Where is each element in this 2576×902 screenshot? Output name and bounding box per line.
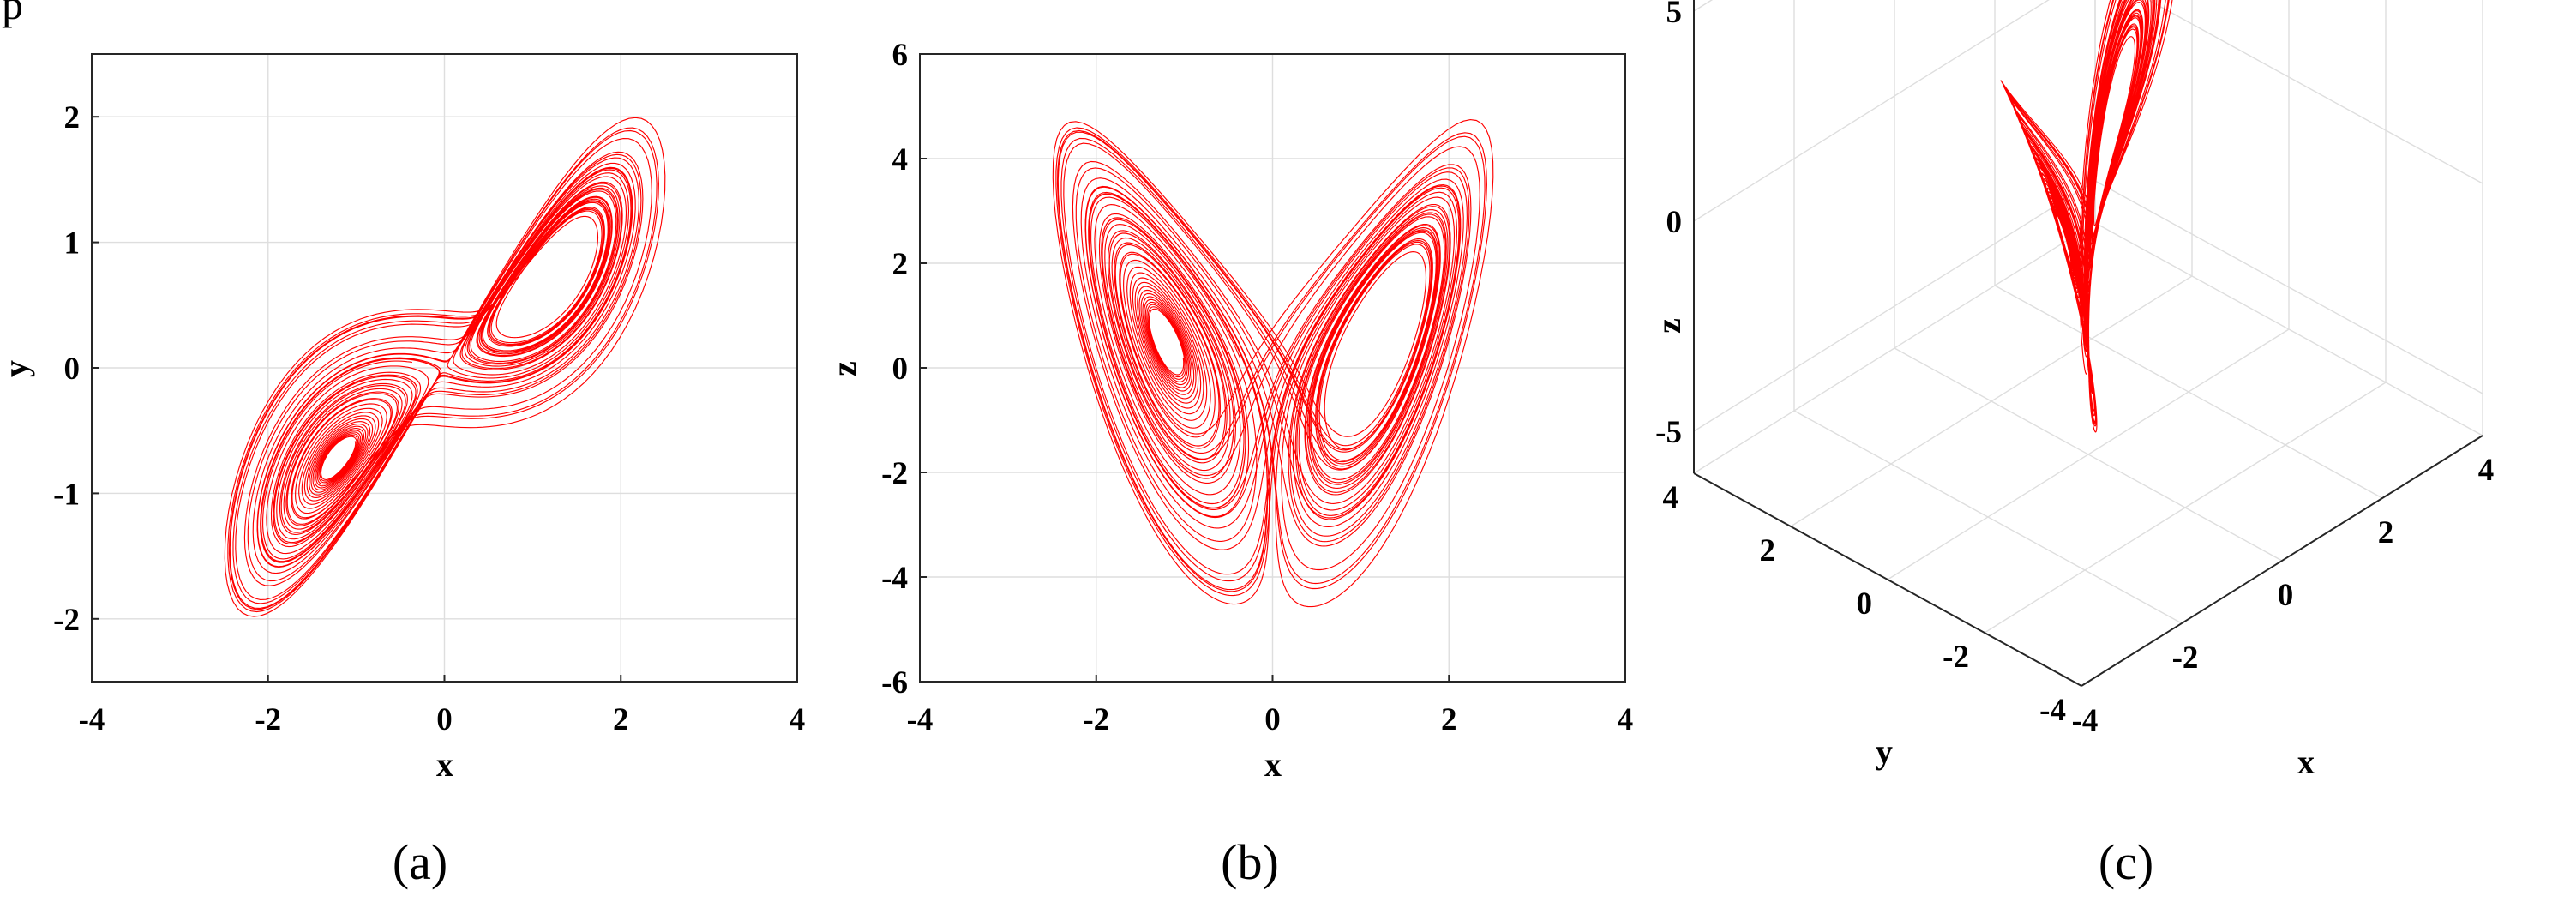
y-tick-label: 2 [64, 100, 81, 135]
panel-b-ylabel: z [825, 361, 863, 376]
y-tick-label: -2 [881, 456, 908, 491]
y-tick-label: -2 [1943, 640, 1969, 675]
panel-b-xlabel: x [1264, 745, 1282, 784]
x-tick-label: -4 [2072, 703, 2099, 738]
floor-grid-y [1790, 275, 2193, 527]
panel-b-caption: (b) [1221, 834, 1279, 890]
z-tick-label: 5 [1666, 0, 1683, 30]
y-tick-label: -2 [53, 603, 80, 638]
y-tick-label: -1 [53, 477, 80, 512]
x-tick-label: 0 [1264, 702, 1281, 737]
x-tick-label: -2 [2172, 640, 2199, 676]
panel-b-grid [919, 53, 1626, 683]
y-tick-label: 4 [1663, 480, 1679, 515]
x-tick-label: 2 [2378, 515, 2394, 550]
panel-a-ylabel: y [0, 360, 35, 377]
y-tick-label: -4 [881, 561, 908, 596]
panel-a: -4 -2 0 2 4 -2 -1 0 1 2 x y (a) [0, 53, 805, 890]
x-tick-label: 2 [1441, 702, 1457, 737]
y-tick-label: 0 [64, 352, 81, 387]
x-tick-label: 4 [2478, 453, 2495, 488]
panel-c-zlabel: z [1649, 318, 1688, 334]
panel-a-xlabel: x [436, 745, 453, 784]
panel-c-ylabel: y [1876, 732, 1893, 771]
top-text-fragment: p [2, 0, 23, 28]
panel-a-caption: (a) [393, 834, 447, 890]
floor-grid-x [1994, 285, 2383, 499]
panel-a-grid [91, 54, 798, 682]
x-tick-label: 4 [790, 702, 806, 737]
panel-c-trajectory [2000, 0, 2173, 433]
y-tick-label: 0 [1857, 586, 1873, 622]
z-tick-label: -5 [1655, 415, 1682, 450]
trajectory-line [1052, 119, 1494, 608]
panel-a-ticks: -4 -2 0 2 4 -2 -1 0 1 2 [53, 100, 805, 737]
y-axis-line [1693, 472, 2082, 687]
x-tick-label: -4 [79, 702, 105, 737]
x-tick-label: 0 [436, 702, 453, 737]
panel-b-trajectory [1052, 119, 1494, 608]
x-tick-label: 4 [1618, 702, 1634, 737]
y-tick-label: -6 [881, 665, 908, 701]
panel-c-ticks: -5 0 5 -4 -2 0 2 4 -4 -2 0 2 4 [1655, 0, 2494, 738]
y-tick-label: 2 [892, 247, 909, 282]
panel-c: -5 0 5 -4 -2 0 2 4 -4 -2 0 2 4 z y x (c) [1649, 0, 2494, 890]
panel-a-trajectory [224, 117, 666, 617]
y-tick-label: -4 [2039, 693, 2066, 728]
trajectory-line [2000, 0, 2173, 433]
z-tick-label: 0 [1666, 205, 1683, 240]
panel-c-xlabel: x [2297, 743, 2315, 781]
y-tick-label: 6 [892, 38, 909, 73]
y-tick-label: 2 [1760, 533, 1776, 568]
x-tick-label: 0 [2278, 578, 2294, 613]
x-tick-label: -2 [1083, 702, 1109, 737]
y-tick-label: 4 [892, 142, 909, 177]
trajectory-line [224, 117, 666, 617]
x-tick-label: -2 [255, 702, 281, 737]
x-tick-label: -4 [907, 702, 934, 737]
x-tick-label: 2 [613, 702, 629, 737]
panel-c-caption: (c) [2099, 834, 2153, 890]
y-tick-label: 0 [892, 352, 909, 387]
y-tick-label: 1 [64, 226, 81, 262]
floor-grid-y [1887, 328, 2290, 580]
x-axis-line [2081, 435, 2483, 687]
